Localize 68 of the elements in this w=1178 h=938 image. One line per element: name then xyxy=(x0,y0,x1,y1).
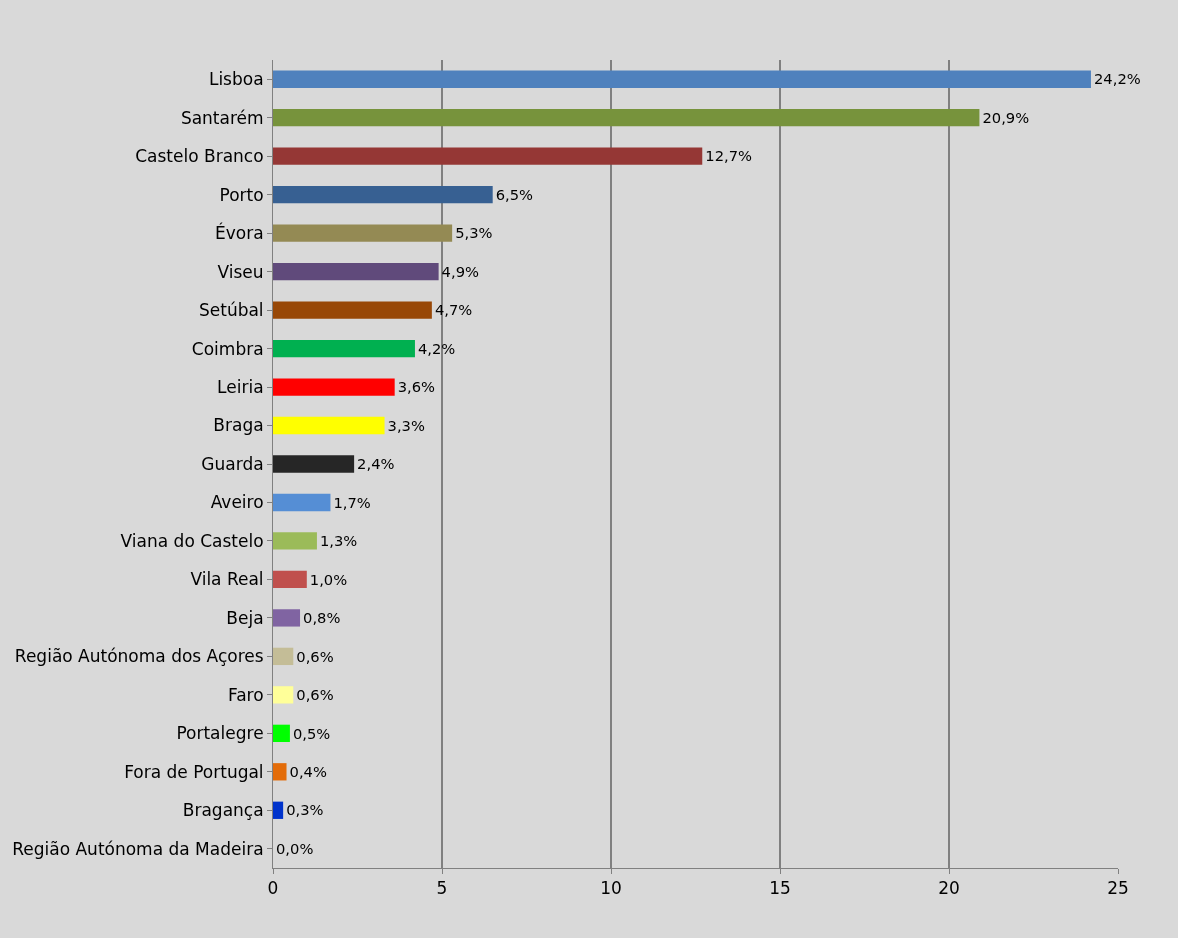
data-label: 24,2% xyxy=(1093,70,1141,88)
y-tick-label: Leiria xyxy=(217,377,264,397)
data-label: 0,4% xyxy=(289,763,327,781)
x-tick-label: 5 xyxy=(436,878,448,899)
data-label: 12,7% xyxy=(705,147,753,165)
data-label: 0,6% xyxy=(296,647,334,665)
bar xyxy=(273,532,317,550)
data-label: 0,0% xyxy=(276,839,314,857)
data-label: 3,3% xyxy=(387,416,425,434)
data-label: 0,3% xyxy=(286,801,324,819)
data-label: 1,3% xyxy=(319,532,358,550)
bar xyxy=(273,763,287,781)
data-label: 20,9% xyxy=(982,108,1030,126)
y-tick-label: Castelo Branco xyxy=(135,146,264,167)
data-label: 0,8% xyxy=(303,609,341,627)
data-label: 4,9% xyxy=(441,262,480,280)
x-tick-label: 20 xyxy=(938,878,960,899)
y-tick-label: Viana do Castelo xyxy=(120,530,264,551)
data-label: 4,7% xyxy=(434,301,473,319)
y-tick-label: Beja xyxy=(226,607,264,628)
data-label: 4,2% xyxy=(417,339,456,357)
bar xyxy=(273,301,432,319)
bar xyxy=(273,493,331,512)
bar xyxy=(273,570,307,589)
data-label: 0,5% xyxy=(292,724,331,742)
y-tick-label: Bragança xyxy=(182,800,264,821)
bar xyxy=(273,378,395,396)
bar xyxy=(273,416,385,435)
y-tick-label: Guarda xyxy=(201,453,264,474)
x-tick-label: 15 xyxy=(769,878,791,899)
bar xyxy=(273,224,453,242)
y-tick-label: Viseu xyxy=(217,261,264,282)
y-tick-label: Setúbal xyxy=(198,300,264,321)
bar xyxy=(273,609,301,627)
y-tick-label: Aveiro xyxy=(210,492,264,513)
y-tick-label: Região Autónoma dos Açores xyxy=(14,646,264,667)
data-label: 3,6% xyxy=(397,378,436,396)
data-label: 2,4% xyxy=(357,455,395,473)
y-tick-label: Vila Real xyxy=(190,569,264,590)
y-tick-label: Faro xyxy=(227,684,264,705)
data-label: 6,5% xyxy=(495,185,534,203)
y-tick-label: Fora de Portugal xyxy=(124,761,264,782)
x-tick-label: 0 xyxy=(267,878,279,899)
bar xyxy=(273,686,294,704)
bar xyxy=(273,186,493,204)
y-tick-label: Lisboa xyxy=(208,69,264,90)
x-tick-label: 10 xyxy=(600,878,622,899)
bar xyxy=(273,147,703,165)
bar xyxy=(273,801,284,819)
data-label: 1,7% xyxy=(333,493,371,511)
y-tick-label: Região Autónoma da Madeira xyxy=(12,838,264,859)
bar xyxy=(273,339,415,358)
bar xyxy=(273,109,980,127)
y-tick-label: Portalegre xyxy=(176,723,264,744)
y-tick-label: Évora xyxy=(214,222,264,244)
bar xyxy=(273,262,439,281)
y-tick-label: Braga xyxy=(213,415,264,436)
bar xyxy=(273,455,355,473)
y-tick-label: Santarém xyxy=(180,107,264,128)
bar xyxy=(273,724,290,742)
y-tick-label: Porto xyxy=(219,184,264,205)
x-tick-label: 25 xyxy=(1107,878,1129,899)
y-tick-label: Coimbra xyxy=(191,338,264,359)
data-label: 0,6% xyxy=(296,686,334,704)
data-label: 1,0% xyxy=(309,570,348,588)
bar xyxy=(273,70,1091,88)
bar xyxy=(273,647,294,666)
data-label: 5,3% xyxy=(455,224,493,242)
